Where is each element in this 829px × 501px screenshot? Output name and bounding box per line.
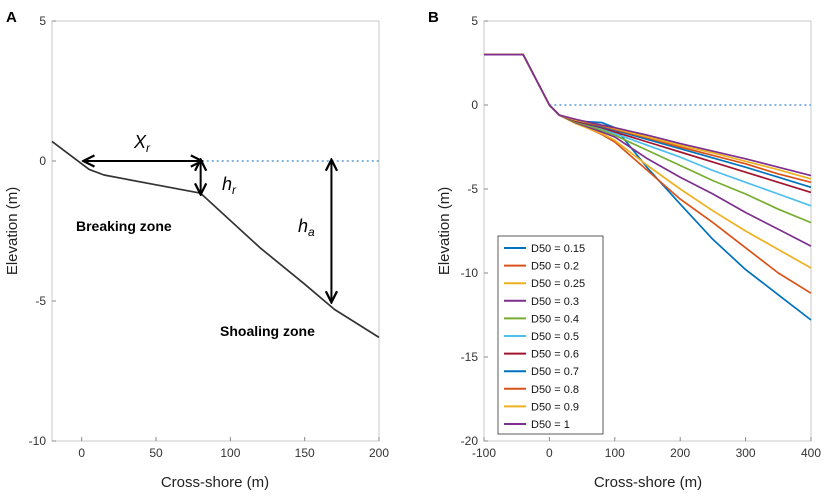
legend-label-6: D50 = 0.6 bbox=[531, 349, 579, 361]
panel-a-x-axis-label: Cross-shore (m) bbox=[161, 474, 269, 491]
legend-label-0: D50 = 0.15 bbox=[531, 243, 585, 255]
legend-label-9: D50 = 0.9 bbox=[531, 401, 579, 413]
panel-b-x-axis-label: Cross-shore (m) bbox=[594, 474, 702, 491]
panel-b-chart: B -100 0 100 200 300 400 -20 -15 -10 -5 0 5 Cross-s… bbox=[428, 9, 821, 491]
panel-a-y-tick-label: 5 bbox=[39, 14, 46, 28]
panel-b-y-tick-label: -15 bbox=[461, 350, 479, 364]
panel-b-x-tick-label: 400 bbox=[801, 446, 821, 460]
panel-a-x-tick-label: 150 bbox=[295, 446, 315, 460]
panel-a-x-tick-label: 200 bbox=[369, 446, 389, 460]
panel-a-x-tick-label: 100 bbox=[220, 446, 240, 460]
panel-b-x-tick-label: 300 bbox=[736, 446, 756, 460]
panel-a-label: A bbox=[6, 9, 17, 26]
legend-label-3: D50 = 0.3 bbox=[531, 296, 579, 308]
legend-label-2: D50 = 0.25 bbox=[531, 278, 585, 290]
panel-a-chart: A 0 50 100 150 200 -10 -5 0 5 Cross-shore (m) El… bbox=[4, 9, 389, 491]
panel-b-y-tick-label: 0 bbox=[471, 98, 478, 112]
panel-a-x-tick-label: 50 bbox=[149, 446, 163, 460]
panel-a-plot-area bbox=[51, 20, 380, 442]
panel-a-y-tick-label: -10 bbox=[29, 434, 47, 448]
ha-annotation: ha bbox=[298, 216, 315, 239]
panel-a-y-tick-label: 0 bbox=[39, 154, 46, 168]
panel-b-x-tick-label: 100 bbox=[605, 446, 625, 460]
panel-b-y-tick-label: -5 bbox=[467, 182, 478, 196]
panel-b-label: B bbox=[428, 9, 439, 26]
panel-b-x-tick-label: -100 bbox=[472, 446, 496, 460]
panel-a-y-axis-label: Elevation (m) bbox=[4, 187, 21, 275]
panel-b-y-axis-label: Elevation (m) bbox=[436, 187, 453, 275]
legend-label-1: D50 = 0.2 bbox=[531, 261, 579, 273]
breaking-zone-label: Breaking zone bbox=[76, 218, 172, 234]
legend-label-8: D50 = 0.8 bbox=[531, 384, 579, 396]
panel-b-y-tick-label: -20 bbox=[461, 434, 479, 448]
hr-annotation: hr bbox=[222, 174, 237, 197]
panel-b-x-tick-label: 0 bbox=[546, 446, 553, 460]
legend-label-5: D50 = 0.5 bbox=[531, 331, 579, 343]
panel-b-series-line-10 bbox=[484, 53, 812, 177]
shoaling-zone-label: Shoaling zone bbox=[220, 323, 315, 339]
legend-label-4: D50 = 0.4 bbox=[531, 313, 579, 325]
legend-label-7: D50 = 0.7 bbox=[531, 366, 579, 378]
panel-a-y-tick-label: -5 bbox=[35, 294, 46, 308]
panel-b-y-tick-label: 5 bbox=[471, 14, 478, 28]
panel-b-x-tick-label: 200 bbox=[670, 446, 690, 460]
xr-annotation: Xr bbox=[133, 132, 151, 155]
panel-a-x-tick-label: 0 bbox=[78, 446, 85, 460]
legend-label-10: D50 = 1 bbox=[531, 419, 570, 431]
legend: D50 = 0.15 D50 = 0.2 D50 = 0.25 D50 = 0.3 D5… bbox=[497, 235, 604, 435]
panel-b-y-tick-label: -10 bbox=[461, 266, 479, 280]
